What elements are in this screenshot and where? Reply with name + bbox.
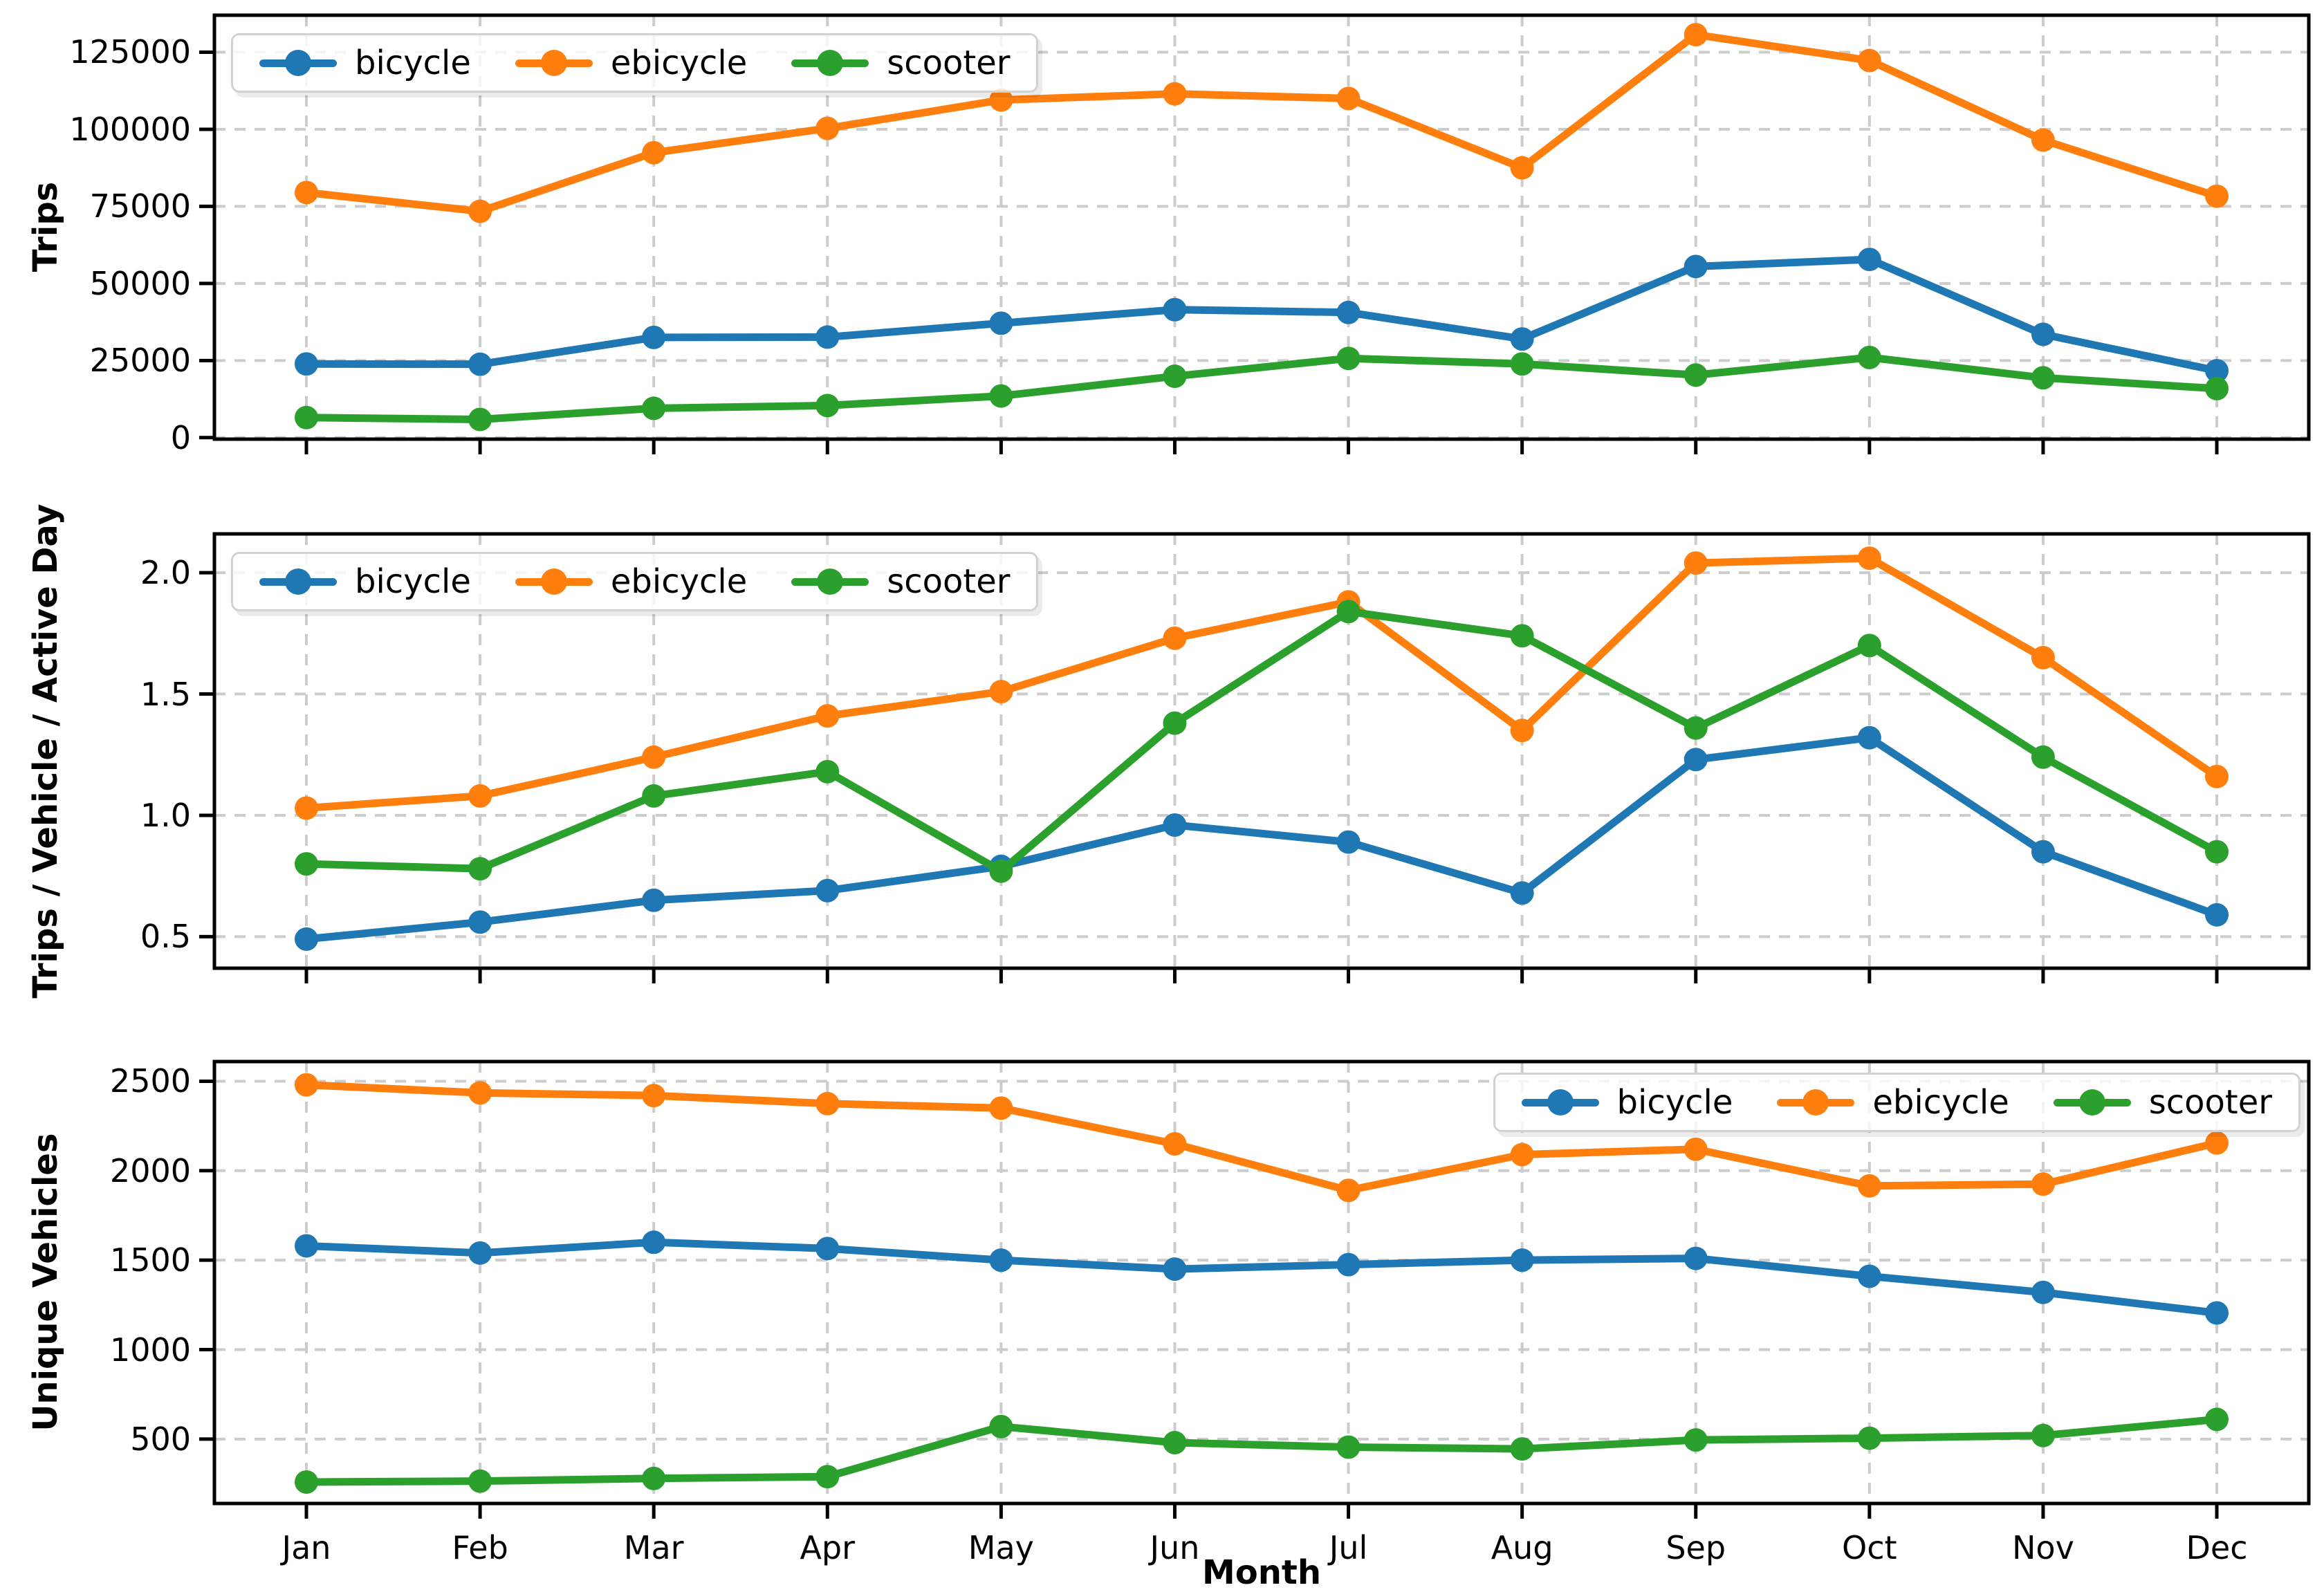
line-marker-icon [2053,1089,2131,1116]
x-tick-label: Mar [623,1529,684,1566]
legend-item-scooter: scooter [791,46,1010,80]
y-tick-label: 0 [170,418,191,456]
x-tick-label: Jul [1329,1529,1368,1566]
x-tick-label: Jun [1150,1529,1200,1566]
x-tick-label: Nov [2012,1529,2074,1566]
legend: bicycle ebicycle scooter [1493,1073,2300,1132]
legend-item-ebicycle: ebicycle [515,46,747,80]
x-axis-label-month: Month [1201,1553,1322,1592]
legend-item-bicycle: bicycle [1521,1083,1733,1122]
legend-label: ebicycle [610,44,748,82]
legend-item-ebicycle: ebicycle [1777,1086,2009,1119]
x-tick-label: Sep [1666,1529,1726,1566]
line-marker-icon [259,50,337,76]
circle-marker-icon [1547,1089,1574,1116]
circle-marker-icon [1802,1089,1829,1116]
legend-label: bicycle [1616,1083,1733,1122]
legend-label: scooter [2148,1083,2272,1122]
line-marker-icon [1777,1089,1855,1116]
line-marker-icon [259,568,337,595]
circle-marker-icon [817,568,844,595]
y-tick-label: 125000 [69,33,191,71]
legend: bicycle ebicycle scooter [231,552,1039,611]
y-tick-label: 1500 [109,1241,191,1279]
y-tick-label: 1.0 [140,796,191,834]
y-tick-label: 75000 [89,187,191,225]
legend-label: bicycle [355,562,471,601]
x-tick-label: Feb [452,1529,508,1566]
line-marker-icon [1521,1089,1599,1116]
legend-item-bicycle: bicycle [259,565,471,598]
x-tick-label: Aug [1491,1529,1553,1566]
x-tick-label: May [968,1529,1034,1566]
circle-marker-icon [817,50,844,76]
y-tick-label: 25000 [89,342,191,380]
unique-vehicles-chart [199,1059,2311,1519]
line-marker-icon [791,568,869,595]
y-tick-label: 0.5 [140,918,191,956]
legend-label: ebicycle [610,562,748,601]
y-tick-label: 1000 [109,1331,191,1369]
circle-marker-icon [540,568,567,595]
legend: bicycle ebicycle scooter [231,33,1039,93]
circle-marker-icon [2078,1089,2105,1116]
line-marker-icon [515,50,593,76]
y-tick-label: 2000 [109,1151,191,1190]
y-tick-label: 2.0 [140,554,191,592]
line-marker-icon [515,568,593,595]
circle-marker-icon [540,50,567,76]
legend-item-bicycle: bicycle [259,46,471,80]
y-tick-label: 50000 [89,264,191,302]
legend-item-ebicycle: ebicycle [515,565,747,598]
legend-item-scooter: scooter [2053,1083,2272,1122]
legend-item-scooter: scooter [791,565,1010,598]
trips-panel: bicycle ebicycle scooter [199,13,2311,454]
x-tick-label: Dec [2186,1529,2248,1566]
line-marker-icon [791,50,869,76]
legend-label: scooter [887,562,1011,601]
legend-label: ebicycle [1872,1083,2009,1122]
trips-per-vehicle-chart [199,532,2311,983]
y-tick-label: 100000 [69,110,191,148]
trips-per-vehicle-panel: bicycle ebicycle scooter [199,532,2311,983]
legend-label: bicycle [355,44,471,82]
x-tick-label: Oct [1842,1529,1897,1566]
legend-label: scooter [887,44,1011,82]
y-tick-label: 1.5 [140,675,191,713]
x-tick-label: Apr [800,1529,856,1566]
trips-chart [199,13,2311,454]
y-tick-label: 2500 [109,1062,191,1100]
y-tick-label: 500 [130,1420,191,1458]
x-tick-label: Jan [282,1529,331,1566]
circle-marker-icon [285,50,311,76]
unique-vehicles-panel: bicycle ebicycle scooter [199,1059,2311,1519]
circle-marker-icon [285,568,311,595]
